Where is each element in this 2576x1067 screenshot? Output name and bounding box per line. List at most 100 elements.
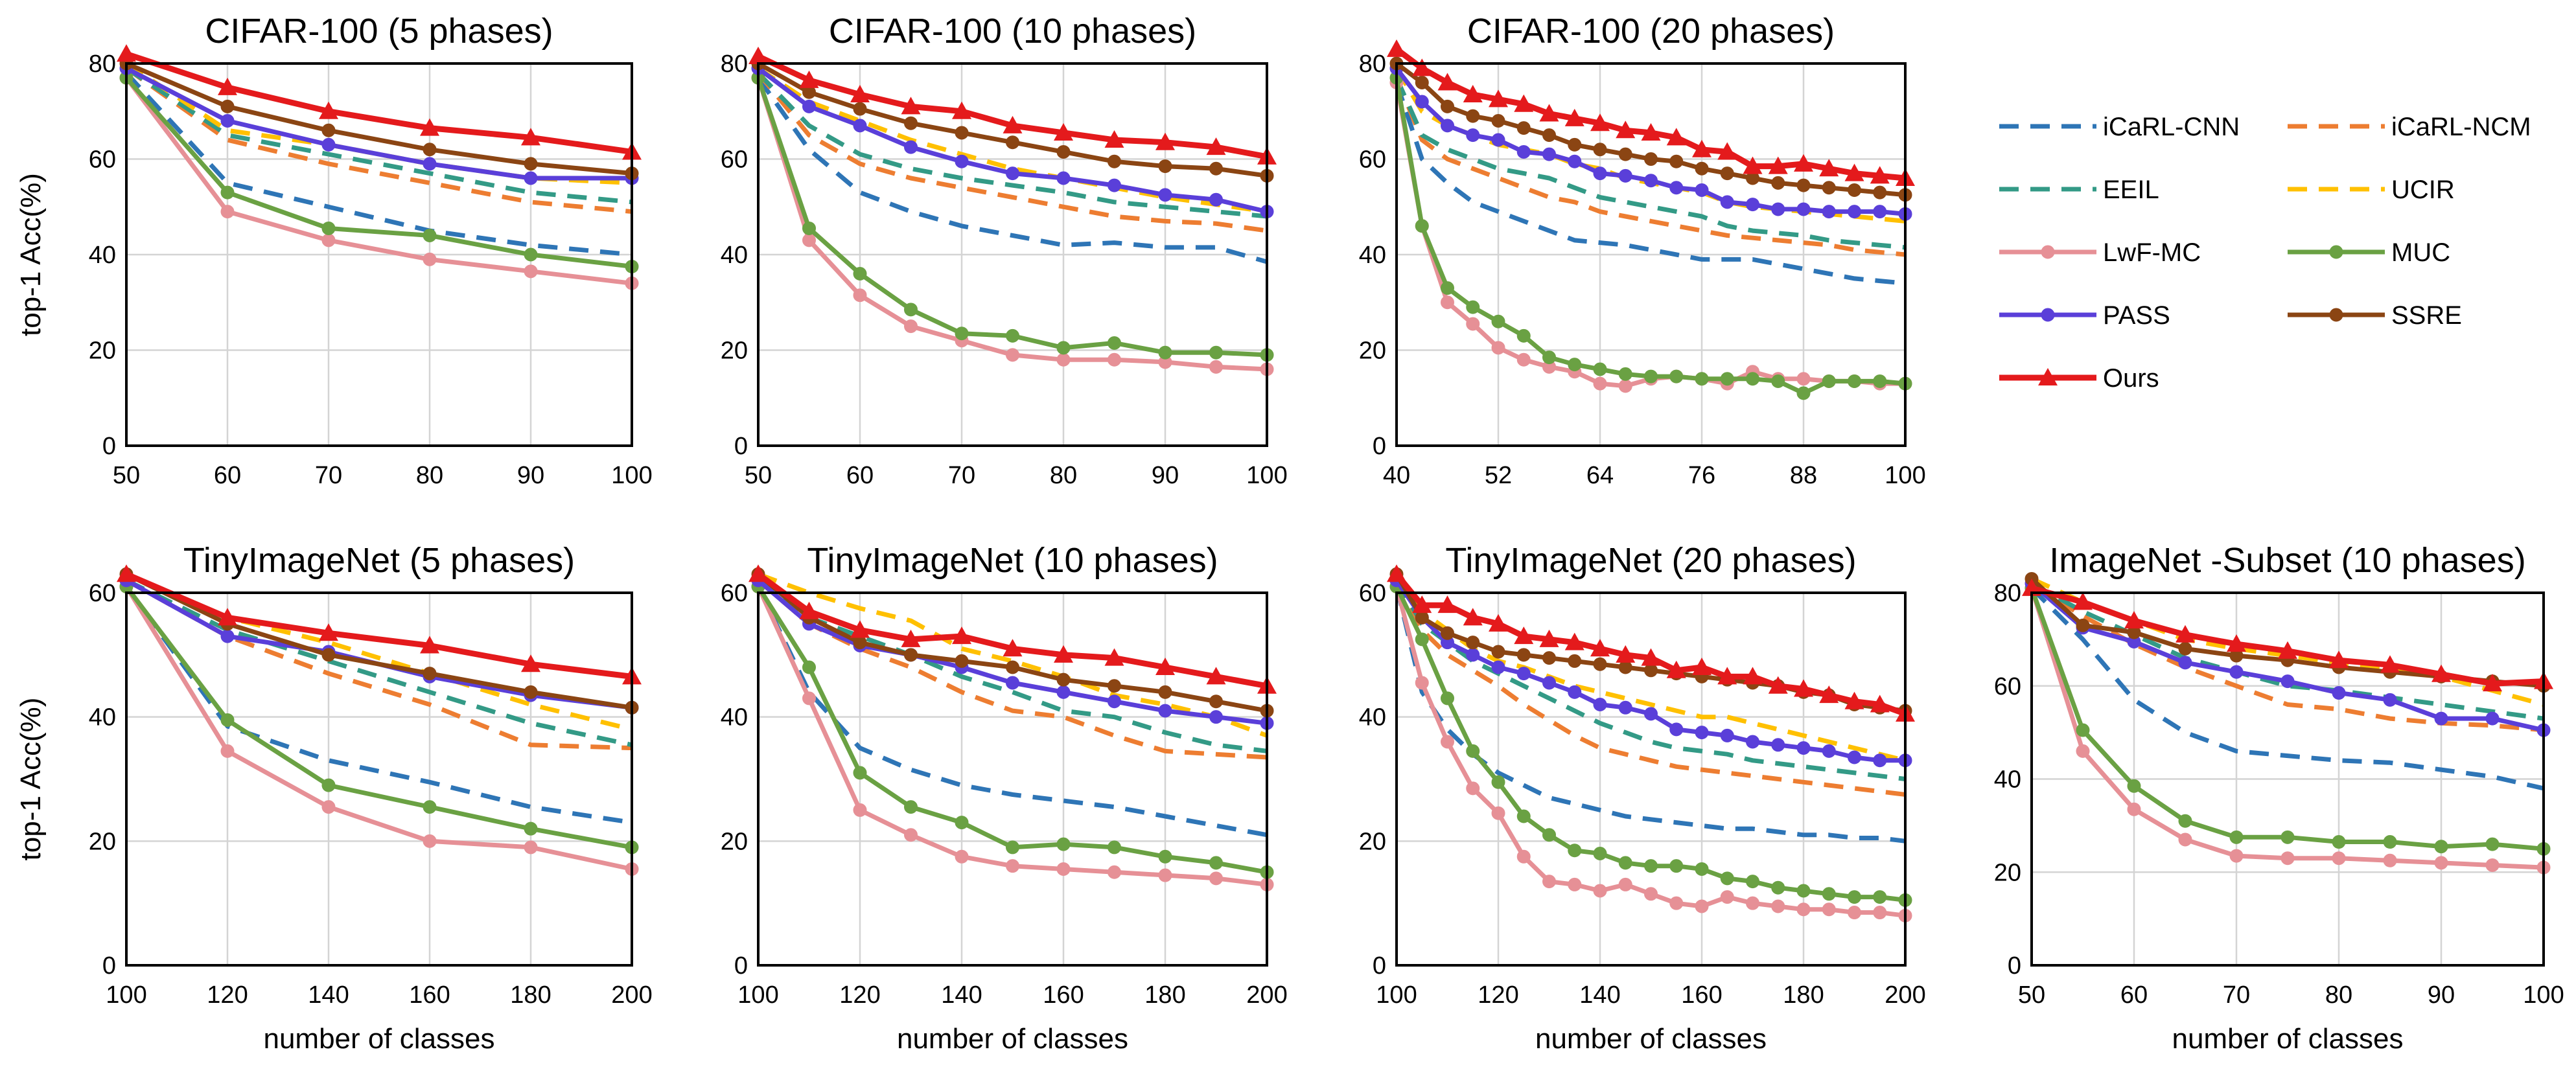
data-point-ours <box>1794 679 1813 697</box>
legend-label: iCaRL-NCM <box>2391 113 2531 141</box>
data-point-ssre <box>1158 159 1172 174</box>
data-point-ssre <box>1771 176 1785 190</box>
series-ucir <box>125 572 632 732</box>
data-point-pass <box>1542 147 1556 161</box>
data-point-pass <box>1516 144 1531 159</box>
data-point-ours <box>1590 639 1610 657</box>
data-point-lwf-mc <box>1491 341 1505 355</box>
data-point-lwf-mc <box>1415 676 1429 690</box>
data-point-ours <box>2073 592 2093 610</box>
data-point-lwf-mc <box>524 264 538 279</box>
legend-item-icarl-cnn: iCaRL-CNN <box>1999 113 2240 141</box>
series-line-eeil <box>2030 581 2544 721</box>
data-point-pass <box>1695 183 1709 197</box>
series-muc <box>1389 71 1912 400</box>
data-point-lwf-mc <box>1848 906 1861 920</box>
data-point-pass <box>1746 735 1759 749</box>
x-tick-label: 40 <box>1383 462 1410 489</box>
series-pass <box>119 573 639 715</box>
chart-title: ImageNet -Subset (10 phases) <box>2049 541 2525 580</box>
data-point-ssre <box>1516 121 1531 135</box>
series-icarl-cnn <box>2030 586 2544 791</box>
data-point-ours <box>1489 89 1508 108</box>
data-point-muc <box>904 800 918 814</box>
chart-title: TinyImageNet (10 phases) <box>807 541 1218 580</box>
x-tick-label: 90 <box>517 462 544 489</box>
data-point-ssre <box>1516 648 1531 662</box>
data-point-ours <box>1616 120 1636 139</box>
data-point-ours <box>1819 685 1839 704</box>
data-point-lwf-mc <box>904 828 918 842</box>
data-point-ssre <box>1568 654 1582 668</box>
x-tick-label: 140 <box>941 981 982 1009</box>
data-point-ours <box>319 101 338 119</box>
series-icarl-ncm <box>1394 579 1906 797</box>
series-line-ssre <box>125 61 632 176</box>
data-point-lwf-mc <box>2485 858 2500 872</box>
x-tick-label: 80 <box>2325 981 2352 1009</box>
data-point-ssre <box>853 636 867 650</box>
data-point-ours <box>117 564 136 582</box>
data-point-lwf-mc <box>1441 295 1454 310</box>
data-point-pass <box>1618 700 1632 715</box>
legend-label: iCaRL-CNN <box>2103 113 2240 141</box>
series-line-lwf-mc <box>124 76 632 286</box>
data-point-lwf-mc <box>1209 871 1223 886</box>
data-point-ours <box>1437 595 1457 614</box>
x-tick-label: 50 <box>2018 981 2045 1009</box>
series-lwf-mc <box>751 71 1274 376</box>
data-point-pass <box>2229 665 2244 679</box>
data-point-pass <box>1466 648 1480 662</box>
data-point-ours <box>1437 73 1457 91</box>
x-tick-label: 100 <box>2523 981 2564 1009</box>
y-tick-label: 20 <box>721 828 748 855</box>
data-point-lwf-mc <box>1644 887 1658 901</box>
data-point-pass <box>1695 726 1709 740</box>
data-point-pass <box>1593 166 1607 181</box>
x-tick-label: 90 <box>1152 462 1179 489</box>
data-point-lwf-mc <box>1695 899 1709 913</box>
data-point-ssre <box>423 143 437 157</box>
data-point-muc <box>1056 341 1071 355</box>
data-point-ours <box>1463 608 1483 626</box>
series-lwf-mc <box>751 579 1274 891</box>
series-line-pass <box>125 66 632 181</box>
data-point-ours <box>2176 625 2195 643</box>
data-point-pass <box>1822 744 1836 758</box>
data-point-ssre <box>1158 685 1172 699</box>
data-point-pass <box>1209 710 1223 724</box>
data-point-lwf-mc <box>1108 352 1121 367</box>
data-point-ssre <box>1466 636 1480 650</box>
data-point-ours <box>1412 58 1432 76</box>
data-point-ours <box>1743 667 1763 685</box>
series-eeil <box>756 71 1268 219</box>
data-point-lwf-mc <box>1516 849 1531 864</box>
data-point-muc <box>2280 830 2295 844</box>
y-tick-label: 20 <box>1359 338 1386 365</box>
x-tick-label: 60 <box>214 462 241 489</box>
data-point-ssre <box>1056 144 1071 159</box>
series-line-lwf-mc <box>124 585 632 871</box>
data-point-ours <box>1514 626 1534 645</box>
legend-item-lwf-mc: LwF-MC <box>1999 238 2201 267</box>
y-tick-label: 0 <box>102 952 116 980</box>
x-axis-label: number of classes <box>897 1023 1128 1055</box>
data-point-ssre <box>1644 152 1658 166</box>
data-point-lwf-mc <box>2127 802 2141 816</box>
data-point-lwf-mc <box>321 800 336 814</box>
legend-label: LwF-MC <box>2103 238 2201 267</box>
data-point-muc <box>1695 372 1709 386</box>
data-point-lwf-mc <box>1618 877 1632 891</box>
series-line-ours <box>125 51 632 155</box>
data-point-ours <box>1489 614 1508 632</box>
legend-marker <box>2329 308 2343 322</box>
data-point-lwf-mc <box>321 233 336 247</box>
data-point-muc <box>1491 775 1505 789</box>
series-pass <box>2025 577 2551 737</box>
y-tick-label: 40 <box>1359 242 1386 269</box>
chart-panel-7: 0 20 40 60 80 50 60 70 80 90 100 ImageNet -Subset (… <box>1994 541 2564 1055</box>
x-tick-label: 200 <box>1885 981 1925 1009</box>
data-point-ours <box>1104 130 1124 148</box>
data-point-ours <box>1717 142 1737 160</box>
data-point-muc <box>1568 843 1582 858</box>
